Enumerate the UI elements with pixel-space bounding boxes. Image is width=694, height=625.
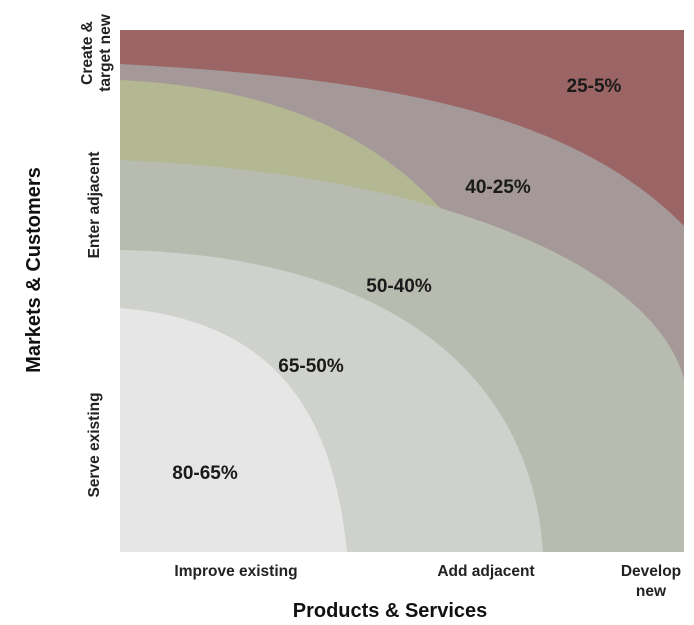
plot-area xyxy=(120,30,684,552)
zone-label-65-50: 65-50% xyxy=(278,356,344,377)
x-axis-title: Products & Services xyxy=(293,600,488,622)
zone-1 xyxy=(120,308,347,552)
x-tick-add-adjacent: Add adjacent xyxy=(437,563,534,580)
y-axis-title: Markets & Customers xyxy=(23,167,45,373)
x-tick-improve-existing: Improve existing xyxy=(174,563,297,580)
y-tick-target-new: target new xyxy=(97,13,114,91)
y-tick-serve-existing: Serve existing xyxy=(86,392,103,497)
zone-label-40-25: 40-25% xyxy=(465,177,531,198)
zone-label-25-5: 25-5% xyxy=(567,76,622,97)
x-tick-new: new xyxy=(636,583,667,600)
zone-label-50-40: 50-40% xyxy=(366,276,432,297)
y-tick-create: Create & xyxy=(79,21,96,85)
zone-label-80-65: 80-65% xyxy=(172,463,238,484)
x-tick-develop: Develop xyxy=(621,563,681,580)
y-tick-enter-adjacent: Enter adjacent xyxy=(86,152,103,259)
